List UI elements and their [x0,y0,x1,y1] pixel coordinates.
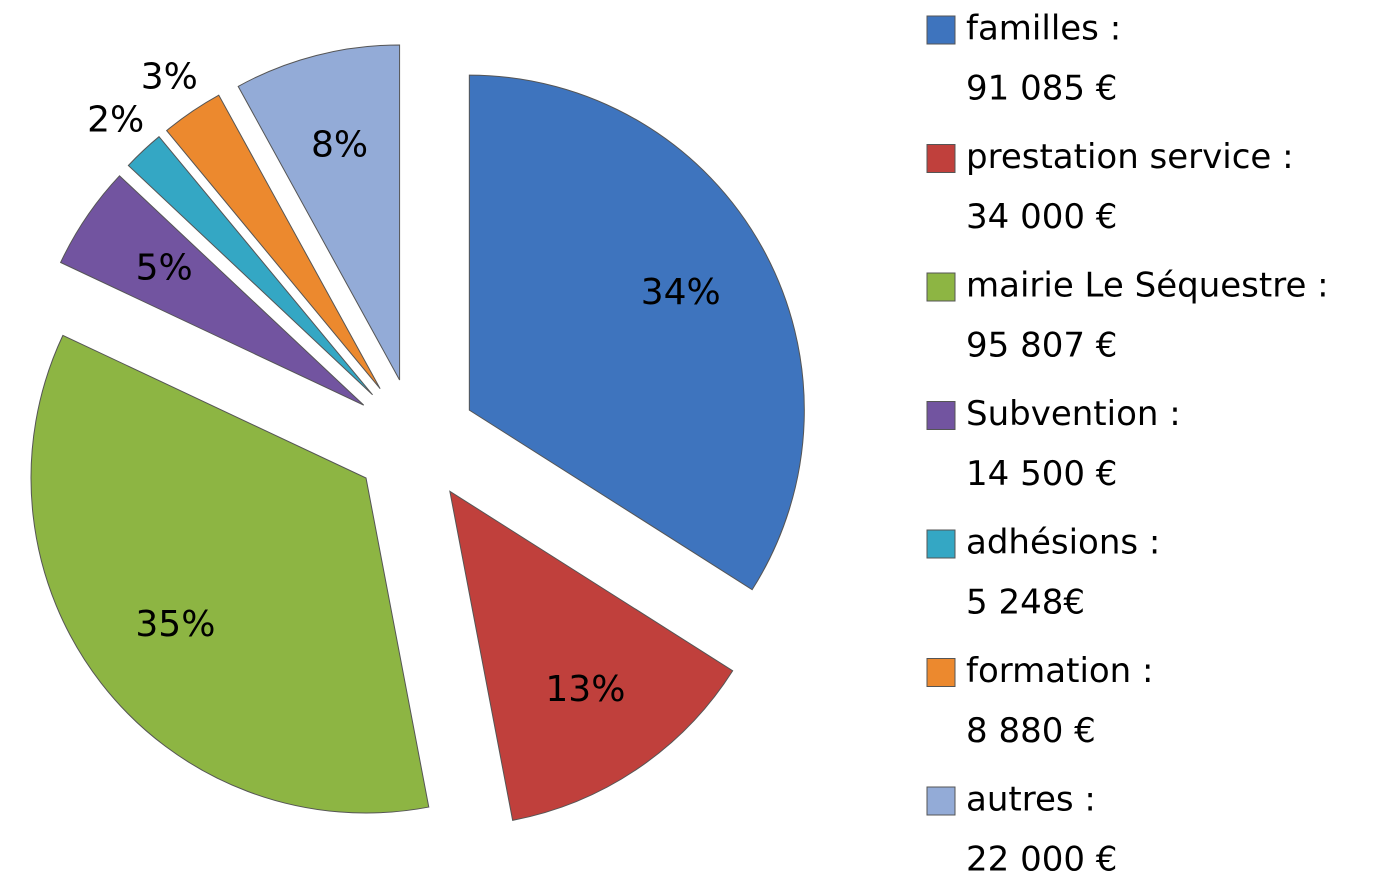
legend-label: familles : [966,9,1121,49]
legend-amount: 91 085 € [966,69,1117,109]
legend-swatch [926,272,956,302]
legend-label: adhésions : [966,523,1160,563]
legend-label: prestation service : [966,137,1294,177]
legend-label: Subvention : [966,394,1181,434]
legend-amount: 5 248€ [966,583,1085,623]
legend-swatch [926,529,956,559]
legend-label: formation : [966,651,1154,691]
pie-slice [59,175,365,406]
data-label: 13% [545,669,625,710]
legend-amount: 14 500 € [966,454,1117,494]
legend-amount: 8 880 € [966,711,1096,751]
pie-slice [237,44,401,381]
data-label: 5% [136,248,193,289]
legend-swatch [926,786,956,816]
legend-amount: 95 807 € [966,326,1117,366]
pie-slice [468,74,805,591]
pie-slice [127,135,373,396]
pie-slice [30,334,430,814]
legend-swatch [926,401,956,430]
pie-slice [449,490,734,821]
legend-swatch [926,658,956,687]
legend-amount: 22 000 € [966,840,1117,880]
data-label: 2% [87,99,144,140]
pie-slice [165,94,381,390]
legend-amount: 34 000 € [966,197,1117,237]
data-label: 35% [135,604,215,645]
legend-swatch [926,144,956,173]
legend-label: autres : [966,780,1096,820]
legend-label: mairie Le Séquestre : [966,266,1329,306]
data-label: 3% [141,56,198,97]
data-label: 34% [641,272,721,313]
data-label: 8% [311,124,368,165]
legend-swatch [926,15,956,45]
